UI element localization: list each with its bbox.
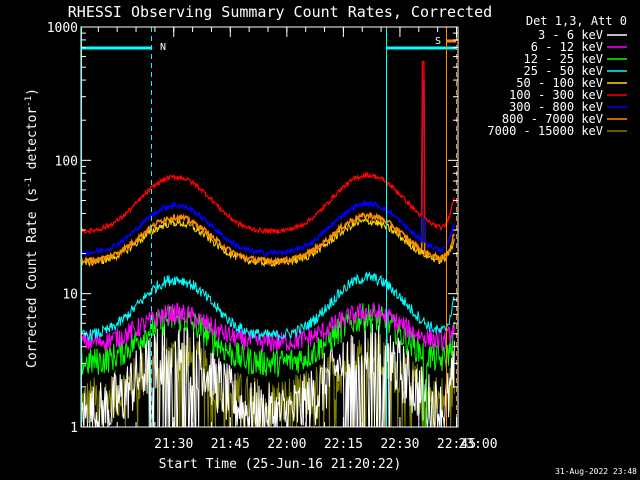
legend-label: 3 - 6 keV [538, 28, 603, 42]
series-50-to-100keV-line [80, 216, 455, 268]
night-annotation: N [160, 42, 166, 53]
saa-annotation: S [435, 36, 441, 47]
legend-label: 12 - 25 keV [524, 52, 603, 66]
series-3-to-6keV-line [80, 317, 455, 428]
legend-label: 25 - 50 keV [524, 64, 603, 78]
x-tick-label: 22:00 [267, 437, 306, 452]
x-axis-label: Start Time (25-Jun-16 21:20:22) [159, 457, 402, 472]
legend-label: 800 - 7000 keV [502, 112, 603, 126]
x-tick-label: 22:30 [380, 437, 419, 452]
series-800-to-7000keV-line [80, 79, 456, 267]
generation-timestamp: 31-Aug-2022 23:48 [555, 467, 637, 476]
x-tick-label: 21:45 [211, 437, 250, 452]
x-tick-label: 22:45 [437, 437, 476, 452]
x-tick-label: 21:30 [154, 437, 193, 452]
legend-label: 100 - 300 keV [509, 88, 603, 102]
x-tick-label: 23:00 [458, 437, 497, 452]
y-axis-label: Corrected Count Rate (s-1 detector-1) [24, 88, 40, 368]
y-tick-label: 1000 [47, 21, 78, 36]
legend-label: 6 - 12 keV [531, 40, 603, 54]
plot-frame [80, 26, 459, 428]
legend-label: 7000 - 15000 keV [487, 124, 603, 138]
legend-header: Det 1,3, Att 0 [526, 14, 627, 28]
legend-label: 50 - 100 keV [516, 76, 603, 90]
series-100-to-300keV-line [80, 60, 456, 236]
y-tick-label: 100 [55, 154, 78, 169]
plot-area: N S 1 10 100 1000 21:30 21:45 22:00 22:15 22:30 22:… [47, 21, 498, 452]
chart-title: RHESSI Observing Summary Count Rates, Co… [68, 3, 492, 21]
y-tick-label: 1 [70, 421, 78, 436]
series-300-to-800keV-line [80, 79, 456, 258]
series-25-to-50keV-line [80, 271, 455, 343]
series-6-to-12keV-line [80, 301, 455, 353]
y-tick-label: 10 [62, 288, 78, 303]
legend-label: 300 - 800 keV [509, 100, 603, 114]
x-tick-label: 22:15 [324, 437, 363, 452]
